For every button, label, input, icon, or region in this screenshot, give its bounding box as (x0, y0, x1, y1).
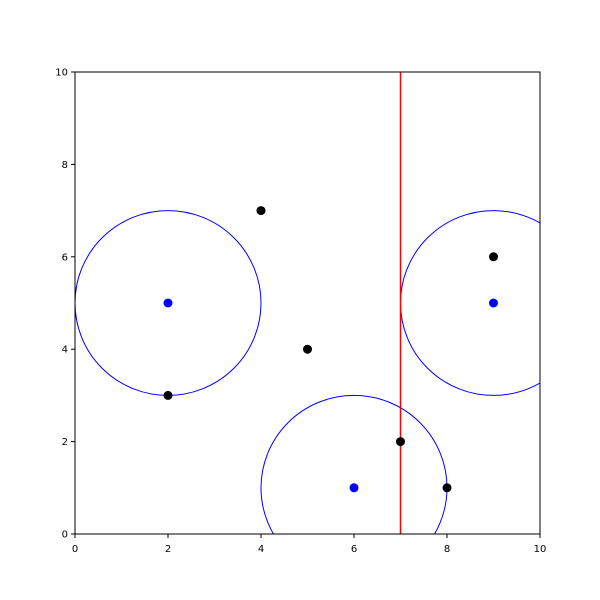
y-tick-label: 8 (62, 160, 68, 171)
data-point (396, 437, 405, 447)
y-axis-ticks: 0 2 4 6 8 10 (55, 68, 75, 541)
center-point (489, 298, 498, 308)
center-point (163, 298, 173, 308)
x-tick-label: 8 (444, 544, 450, 555)
center-point (349, 483, 359, 493)
y-tick-label: 10 (55, 68, 68, 79)
y-tick-label: 4 (62, 345, 68, 356)
x-tick-label: 6 (351, 544, 357, 555)
data-point (163, 390, 173, 400)
data-point (442, 483, 452, 493)
data-point (303, 344, 312, 354)
plot-frame (74, 71, 541, 535)
data-point (256, 206, 266, 216)
x-axis-ticks: 0 2 4 6 8 10 (72, 534, 547, 555)
y-tick-label: 6 (62, 252, 68, 263)
x-tick-label: 0 (72, 544, 78, 555)
y-tick-label: 2 (62, 437, 68, 448)
x-tick-label: 4 (258, 544, 264, 555)
y-tick-label: 0 (62, 530, 68, 541)
x-tick-label: 2 (165, 544, 171, 555)
x-tick-label: 10 (534, 544, 547, 555)
data-point (489, 252, 498, 262)
